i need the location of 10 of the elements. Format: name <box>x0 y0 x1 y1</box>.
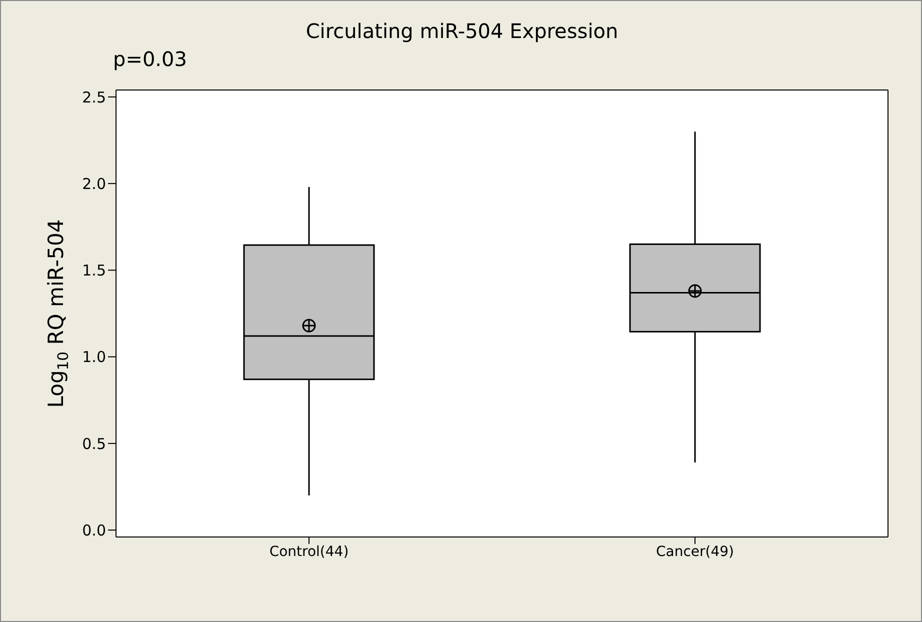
y-tick-label: 2.5 <box>82 88 106 106</box>
y-tick-label: 0.5 <box>82 434 106 453</box>
y-tick-label: 1.5 <box>82 262 106 280</box>
y-tick-label: 0.0 <box>82 521 106 540</box>
y-tick-label: 2.0 <box>82 174 106 193</box>
x-tick-label: Cancer(49) <box>656 544 734 560</box>
text: p=0.03 <box>113 47 187 71</box>
y-tick-label: 1.0 <box>82 348 106 366</box>
chart-title: Circulating miR-504 Expression <box>304 19 620 43</box>
x-tick-label: Control(44) <box>269 544 349 560</box>
